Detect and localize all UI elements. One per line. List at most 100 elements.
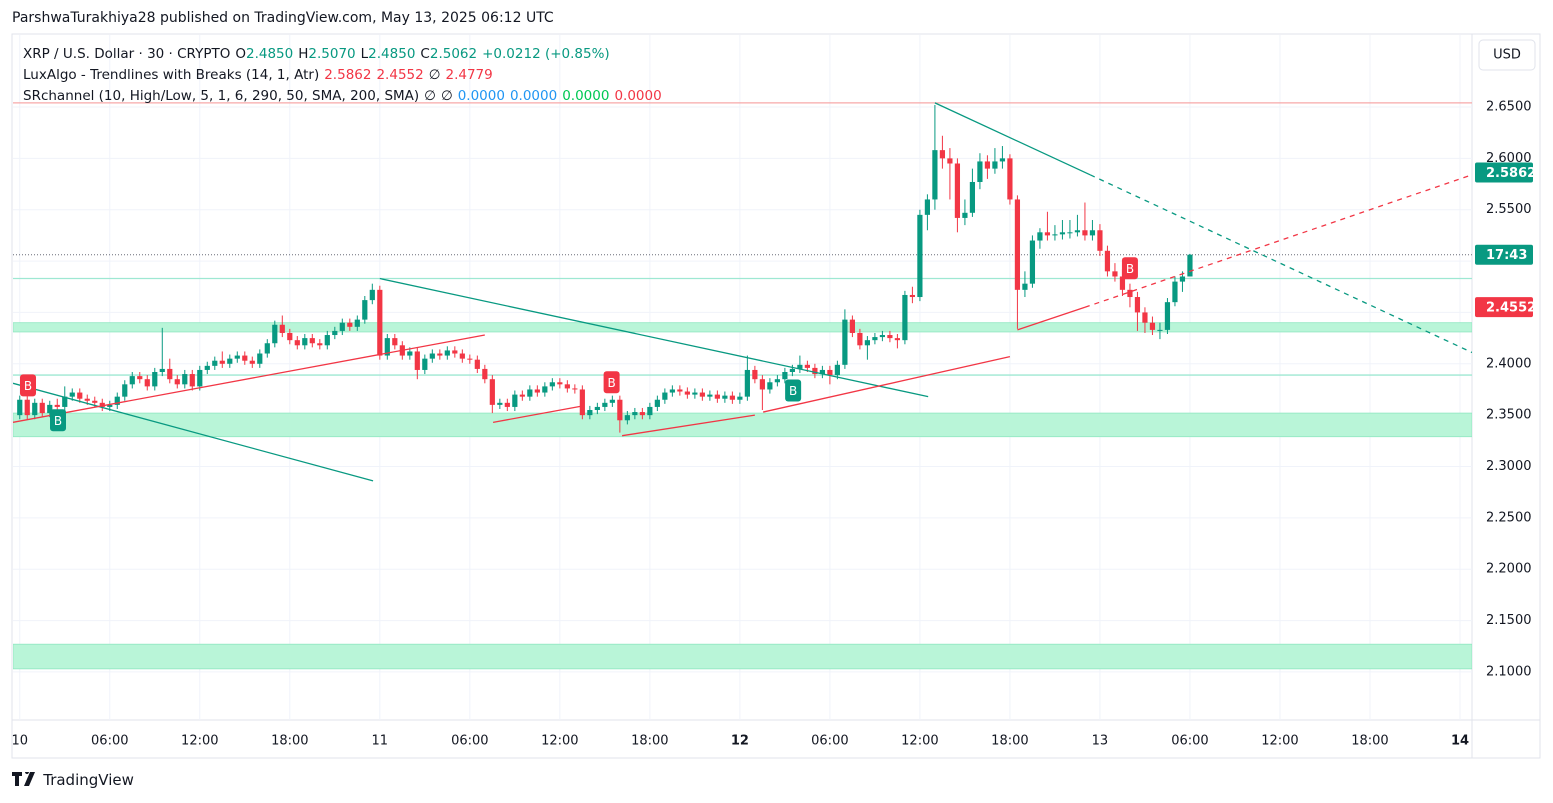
candle-body <box>992 161 998 169</box>
legend-text: 2.5862 <box>324 67 372 83</box>
x-tick-label: 10 <box>11 734 28 749</box>
candle-body <box>849 319 855 333</box>
candle-body <box>437 353 443 356</box>
candle-body <box>77 392 83 399</box>
currency-button[interactable] <box>1478 39 1536 71</box>
x-tick-label: 18:00 <box>991 734 1028 749</box>
candle-body <box>249 360 255 364</box>
price-label: 2.4552 <box>1486 301 1536 316</box>
candle-body <box>287 332 293 341</box>
candle-body <box>917 214 923 298</box>
candle-body <box>317 343 323 346</box>
candle-body <box>324 335 330 346</box>
candle-body <box>609 399 615 403</box>
candle-body <box>234 355 240 359</box>
trendline <box>379 277 929 398</box>
break-badge <box>20 374 37 397</box>
candle-body <box>1164 302 1171 330</box>
candle-body <box>302 338 308 346</box>
candle-body <box>1142 312 1148 323</box>
candle-body <box>707 394 713 397</box>
candle-body <box>632 412 638 416</box>
break-label: B <box>54 414 62 428</box>
candle-body <box>392 338 398 346</box>
y-tick-label: 2.6000 <box>1486 151 1532 166</box>
x-tick-label: 12:00 <box>1261 734 1298 749</box>
candle-body <box>1007 158 1013 200</box>
y-tick-label: 2.3500 <box>1486 408 1532 423</box>
legend-text: 2.4779 <box>445 67 493 83</box>
y-tick-label: 2.2500 <box>1486 510 1532 525</box>
candle-body <box>189 374 195 387</box>
candle-body <box>654 399 660 407</box>
price-label-box <box>1475 297 1533 318</box>
candle-body <box>219 360 225 364</box>
candle-body <box>257 353 263 364</box>
candle-body <box>174 379 180 385</box>
candle-body <box>129 376 135 385</box>
candle-body <box>339 322 345 331</box>
legend-text: O <box>235 46 246 62</box>
x-tick-label: 18:00 <box>271 734 308 749</box>
candle-body <box>864 340 870 346</box>
candle-body <box>24 399 30 416</box>
legend-text: XRP / U.S. Dollar · 30 · CRYPTO <box>23 46 231 62</box>
candle-body <box>1082 230 1088 236</box>
legend-text: L <box>360 46 369 62</box>
candle-body <box>99 402 105 407</box>
candle-body <box>152 372 158 387</box>
candle-body <box>984 161 991 169</box>
candle-body <box>1179 276 1186 282</box>
candle-body <box>107 404 113 407</box>
y-tick-label: 2.5500 <box>1486 202 1532 217</box>
x-tick-label: 18:00 <box>631 734 668 749</box>
trendline <box>13 334 485 423</box>
x-tick-label: 06:00 <box>451 734 488 749</box>
candle-body <box>722 395 728 399</box>
legend-text: LuxAlgo - Trendlines with Breaks (14, 1,… <box>23 67 320 83</box>
candle-body <box>977 161 983 182</box>
candle-body <box>309 338 315 344</box>
sr-zone <box>13 322 1472 333</box>
legend-text: 2.4850 <box>368 46 416 62</box>
candle-body <box>384 338 390 356</box>
candle-body <box>804 364 810 368</box>
candle-body <box>1187 254 1193 277</box>
price-label: 2.5862 <box>1486 166 1536 181</box>
trendline <box>492 405 584 423</box>
candle-body <box>227 358 233 364</box>
candle-body <box>294 340 300 346</box>
candle-body <box>422 358 428 370</box>
candle-body <box>1127 289 1133 298</box>
candle-body <box>894 338 901 341</box>
legend-text: 2.4850 <box>245 46 294 62</box>
candle-body <box>182 374 188 385</box>
candle-body <box>264 343 270 354</box>
x-tick-label: 12:00 <box>901 734 938 749</box>
y-tick-label: 2.6500 <box>1486 100 1532 115</box>
candle-body <box>564 384 570 389</box>
candle-body <box>857 332 863 346</box>
candle-body <box>684 391 690 395</box>
trendline <box>1017 306 1086 331</box>
sr-zone <box>13 412 1472 438</box>
candle-body <box>1149 322 1156 330</box>
candle-body <box>497 402 503 405</box>
break-label: B <box>24 379 32 393</box>
candle-body <box>114 396 120 405</box>
candle-body <box>962 212 968 218</box>
price-label-box <box>1475 162 1533 183</box>
x-tick-label: 13 <box>1092 734 1109 749</box>
legend-text: 0.0000 <box>457 88 505 104</box>
candle-body <box>54 404 60 407</box>
candle-body <box>519 394 525 397</box>
candle-body <box>212 360 218 366</box>
candle-body <box>969 181 976 213</box>
candle-body <box>789 368 795 373</box>
break-badge <box>1121 257 1138 280</box>
candle-body <box>92 400 98 403</box>
candle-body <box>1014 199 1021 290</box>
x-tick-label: 12:00 <box>541 734 578 749</box>
candle-body <box>369 289 375 301</box>
